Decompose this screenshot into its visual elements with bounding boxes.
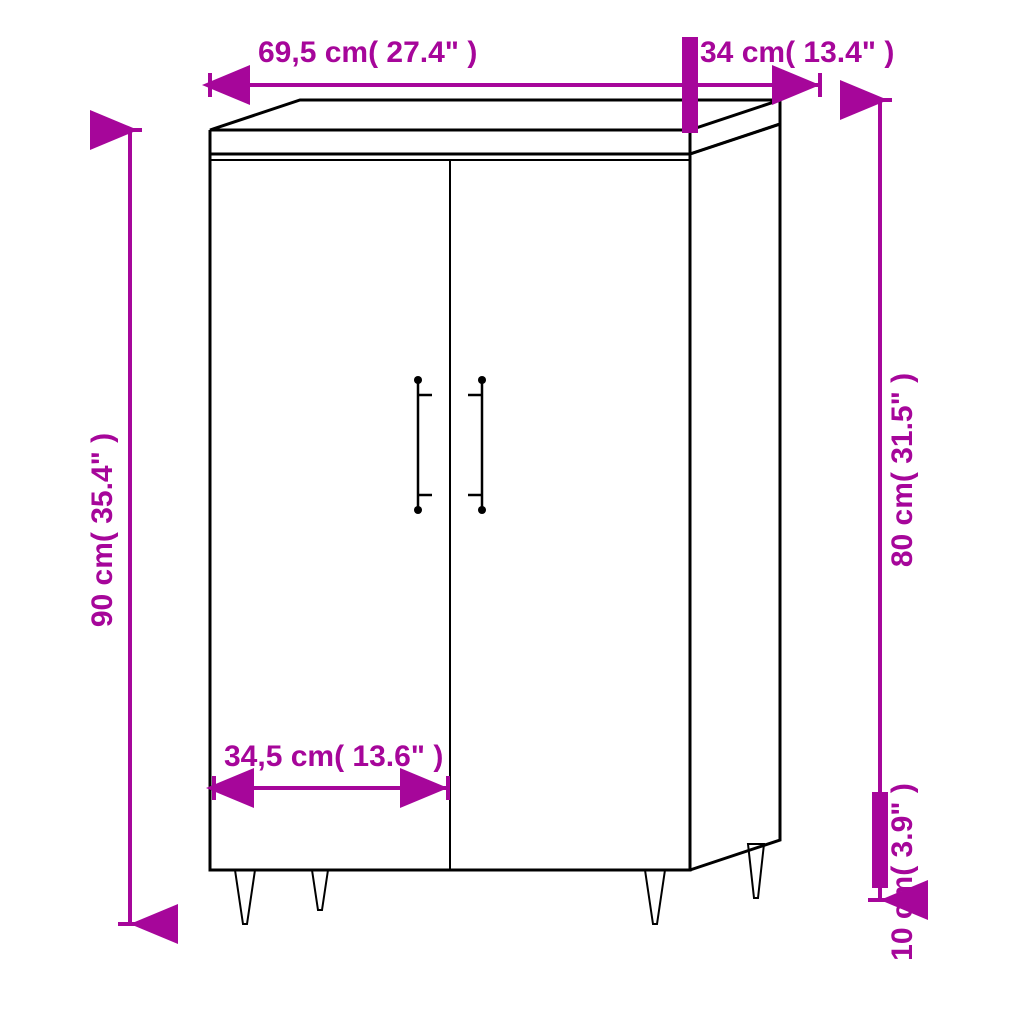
dim-depth: 34 cm( 13.4" ) (690, 36, 894, 97)
dim-body-height-label: 80 cm( 31.5" ) (886, 373, 919, 567)
dim-leg-height-label: 10 cm( 3.9" ) (886, 783, 919, 961)
dim-door-width-label: 34,5 cm( 13.6" ) (224, 740, 443, 773)
door-handle-right (468, 376, 486, 514)
legs (235, 844, 764, 924)
cabinet-outline (210, 100, 780, 924)
dim-width-label: 69,5 cm( 27.4" ) (258, 36, 477, 69)
dim-width: 69,5 cm( 27.4" ) (210, 36, 690, 97)
dim-total-height-label: 90 cm( 35.4" ) (86, 433, 119, 627)
dim-body-height: 80 cm( 31.5" ) (868, 100, 919, 840)
door-handle-left (414, 376, 432, 514)
dim-depth-label: 34 cm( 13.4" ) (700, 36, 894, 69)
dim-total-height: 90 cm( 35.4" ) (86, 130, 142, 924)
dim-leg-height: 10 cm( 3.9" ) (868, 783, 919, 961)
dim-door-width: 34,5 cm( 13.6" ) (214, 740, 448, 800)
dimension-diagram: 69,5 cm( 27.4" ) 34 cm( 13.4" ) 90 cm( 3… (0, 0, 1024, 1024)
